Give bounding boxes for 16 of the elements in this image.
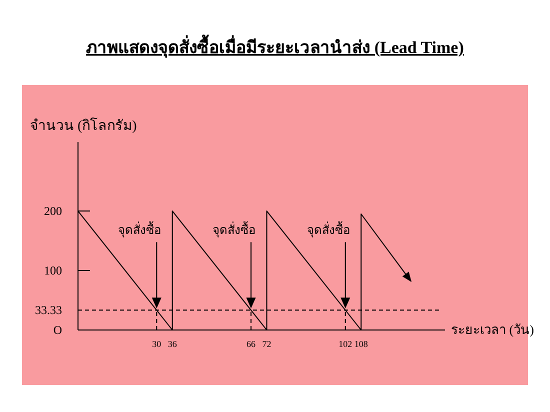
y-tick-label: O xyxy=(53,323,62,337)
x-tick-label: 72 xyxy=(262,339,272,349)
annotation: จุดสั่งซื้อ xyxy=(212,221,256,238)
x-tick-label: 30 xyxy=(152,339,162,349)
x-axis-title: ระยะเวลา (วัน) xyxy=(451,322,534,337)
chart-title: ภาพแสดงจุดสั่งซื้อเมื่อมีระยะเวลานำส่ง (Lead Time) xyxy=(86,34,464,58)
y-tick-label: 100 xyxy=(44,264,62,278)
annotation: จุดสั่งซื้อ xyxy=(306,221,350,238)
x-tick-label: 108 xyxy=(354,339,368,349)
y-axis-title: จำนวน (กิโลกรัม) xyxy=(30,117,138,134)
y-tick-label: 33.33 xyxy=(35,303,62,318)
x-tick-label: 36 xyxy=(168,339,178,349)
x-tick-label: 66 xyxy=(246,339,256,349)
annotation: จุดสั่งซื้อ xyxy=(118,221,162,238)
x-tick-label: 102 xyxy=(338,339,352,349)
y-tick-label: 200 xyxy=(44,204,62,218)
